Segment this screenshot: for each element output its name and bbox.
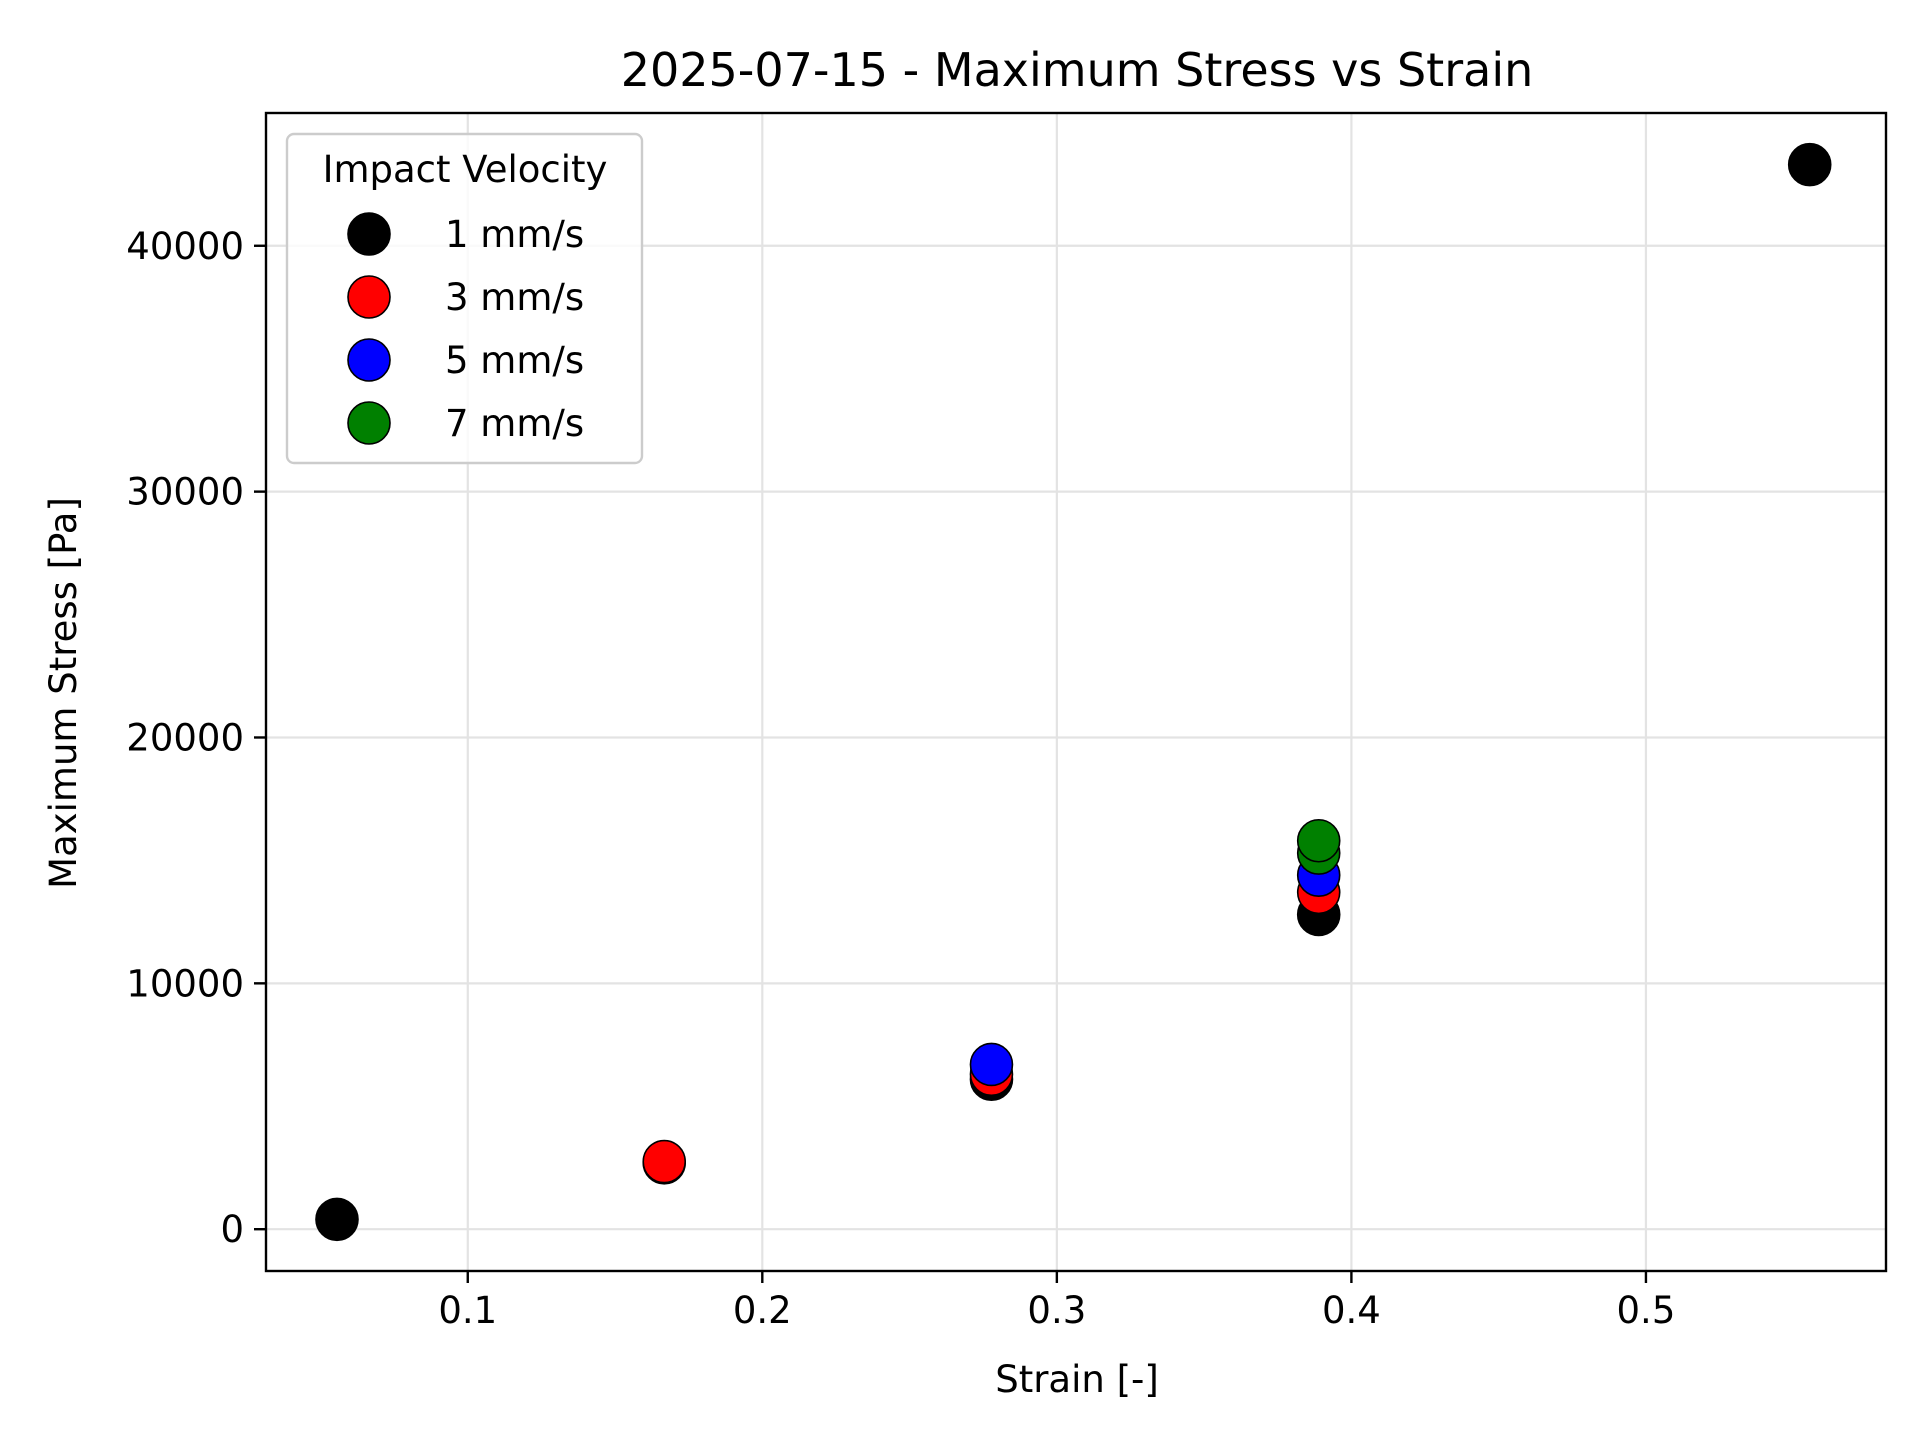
data-point bbox=[969, 1042, 1014, 1087]
y-tick-label: 20000 bbox=[126, 716, 244, 759]
y-axis-label: Maximum Stress [Pa] bbox=[42, 497, 85, 889]
grid bbox=[266, 113, 1886, 1271]
x-tick-label: 0.1 bbox=[438, 1289, 497, 1332]
legend-entry-label: 5 mm/s bbox=[445, 339, 584, 382]
data-point bbox=[315, 1197, 359, 1242]
legend-entry-label: 3 mm/s bbox=[445, 276, 584, 319]
x-tick-label: 0.3 bbox=[1027, 1289, 1086, 1332]
legend-marker bbox=[347, 401, 391, 445]
legend-entry-label: 1 mm/s bbox=[445, 213, 584, 256]
plot-frame bbox=[264, 111, 1888, 1273]
y-tick-label: 0 bbox=[220, 1208, 244, 1251]
legend-marker bbox=[347, 212, 391, 256]
x-axis-ticks: 0.1 0.2 0.3 0.4 0.5 bbox=[438, 1271, 1675, 1332]
legend-entry-label: 7 mm/s bbox=[445, 402, 584, 445]
legend-marker bbox=[347, 275, 391, 319]
x-axis-label: Strain [-] bbox=[995, 1358, 1159, 1401]
legend: Impact Velocity 1 mm/s 3 mm/s 5 mm/s 7 mm/s bbox=[285, 132, 644, 465]
y-axis-ticks: 0 10000 20000 30000 40000 bbox=[126, 225, 266, 1251]
legend-title: Impact Velocity bbox=[323, 148, 608, 191]
legend-entries: 1 mm/s 3 mm/s 5 mm/s 7 mm/s bbox=[347, 212, 584, 445]
y-tick-label: 30000 bbox=[126, 471, 244, 514]
data-points bbox=[315, 142, 1832, 1242]
y-tick-label: 40000 bbox=[126, 225, 244, 268]
x-tick-label: 0.2 bbox=[733, 1289, 792, 1332]
legend-marker bbox=[347, 338, 391, 382]
y-tick-label: 10000 bbox=[126, 962, 244, 1005]
data-point bbox=[1296, 818, 1341, 863]
chart-title: 2025-07-15 - Maximum Stress vs Strain bbox=[621, 43, 1534, 97]
data-point bbox=[1787, 142, 1832, 187]
data-point bbox=[642, 1139, 687, 1184]
x-tick-label: 0.5 bbox=[1617, 1289, 1676, 1332]
x-tick-label: 0.4 bbox=[1322, 1289, 1381, 1332]
